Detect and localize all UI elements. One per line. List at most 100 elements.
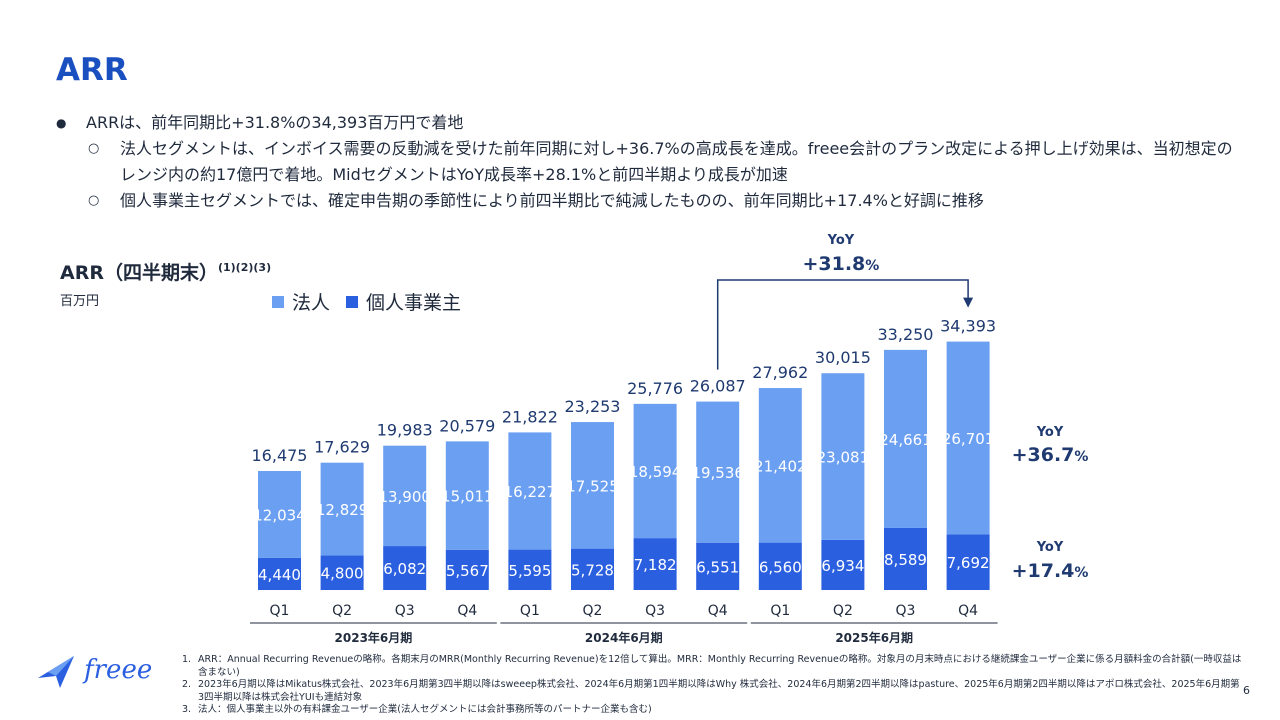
bar-corporate (383, 445, 427, 547)
footnote-number: 3. (182, 704, 192, 715)
bar-individual (633, 538, 677, 590)
individual-yoy-value: +17.4% (1012, 560, 1089, 582)
page-title: ARR (56, 52, 128, 88)
footnote-3: 3. 法人：個人事業主以外の有料課金ユーザー企業(法人セグメントには会計事務所等… (182, 704, 1242, 717)
bar-individual (571, 548, 614, 590)
data-label-corporate: 16,227 (504, 483, 557, 501)
data-label-corporate: 24,661 (879, 431, 932, 449)
chart-title-text: ARR（四半期末） (60, 262, 218, 284)
data-label-individual: 8,589 (884, 551, 927, 569)
x-tick-label: Q1 (520, 603, 540, 619)
data-label-individual: 5,728 (571, 561, 614, 579)
bullet-text: 法人セグメントは、インボイス需要の反動減を受けた前年同期に対し+36.7%の高成… (120, 139, 1233, 184)
group-label: 2024年6月期 (585, 630, 663, 645)
data-label-individual: 5,595 (508, 562, 551, 580)
corporate-yoy-label: YoY (1036, 425, 1064, 440)
bullet-individual: ○ 個人事業主セグメントでは、確定申告期の季節性により前四半期比で純減したものの… (56, 188, 1246, 214)
x-tick-label: Q3 (395, 603, 415, 619)
data-label-total: 19,983 (377, 421, 433, 440)
bullet-circle-icon: ○ (88, 141, 100, 156)
yoy-bracket-line (716, 279, 969, 370)
footnote-text: ARR：Annual Recurring Revenueの略称。各期末月のMRR… (198, 654, 1242, 678)
footnote-1: 1. ARR：Annual Recurring Revenueの略称。各期末月の… (182, 654, 1242, 679)
data-label-corporate: 23,081 (817, 449, 870, 467)
data-label-individual: 6,551 (696, 558, 739, 576)
x-tick-label: Q1 (770, 603, 790, 619)
footnote-number: 1. (182, 654, 192, 665)
total-yoy-value: +31.8% (802, 253, 879, 275)
data-label-corporate: 21,402 (754, 457, 807, 475)
legend-label-individual: 個人事業主 (366, 292, 462, 314)
bar-individual (884, 527, 927, 590)
data-label-total: 17,629 (314, 438, 370, 457)
chart-title: ARR（四半期末）(1)(2)(3) (60, 258, 271, 285)
data-label-corporate: 15,011 (441, 488, 494, 506)
x-tick-label: Q4 (958, 603, 978, 619)
bar-individual (320, 555, 364, 590)
x-tick-label: Q4 (457, 603, 477, 619)
data-label-individual: 6,082 (383, 560, 426, 578)
footnote-2: 2. 2023年6月期以降はMikatus株式会社、2023年6月期第3四半期以… (182, 679, 1242, 704)
legend-item-corporate: 法人 (272, 288, 330, 315)
bar-corporate (508, 432, 552, 550)
bar-corporate (696, 401, 740, 543)
group-label: 2025年6月期 (835, 630, 913, 645)
bar-individual (696, 542, 740, 590)
data-label-individual: 5,567 (446, 562, 489, 580)
total-yoy-label: YoY (827, 233, 855, 248)
data-label-individual: 7,692 (947, 554, 990, 572)
chart-title-footnote-ref: (1)(2)(3) (217, 261, 272, 274)
bar-corporate (946, 341, 990, 535)
data-label-total: 16,475 (252, 446, 308, 465)
bullet-dot-icon: ● (56, 116, 67, 130)
data-label-individual: 4,800 (321, 565, 364, 583)
bullet-main: ● ARRは、前年同期比+31.8%の34,393百万円で着地 (56, 110, 1246, 136)
data-label-corporate: 19,536 (691, 464, 744, 482)
legend-item-individual: 個人事業主 (346, 288, 461, 315)
bar-corporate (758, 388, 802, 543)
bar-corporate (571, 422, 614, 549)
freee-logo: freee (34, 648, 164, 702)
legend-label-corporate: 法人 (292, 292, 331, 314)
footnote-text: 2023年6月期以降はMikatus株式会社、2023年6月期第3四半期以降はs… (198, 679, 1240, 703)
data-label-individual: 6,560 (759, 558, 802, 576)
bar-corporate (258, 471, 301, 558)
bullet-corporate: ○ 法人セグメントは、インボイス需要の反動減を受けた前年同期に対し+36.7%の… (56, 136, 1246, 188)
group-label: 2023年6月期 (335, 630, 413, 645)
corporate-yoy-value: +36.7% (1012, 444, 1089, 466)
bar-individual (758, 542, 802, 590)
bullet-text: 個人事業主セグメントでは、確定申告期の季節性により前四半期比で純減したものの、前… (120, 191, 984, 210)
x-tick-label: Q3 (896, 603, 916, 619)
legend-swatch-corporate (272, 295, 284, 308)
yoy-bracket-arrowhead (963, 297, 974, 308)
data-label-individual: 7,182 (634, 556, 677, 574)
footnote-number: 2. (182, 679, 192, 690)
bar-corporate (884, 349, 927, 528)
bar-individual (383, 546, 427, 590)
footnotes: 1. ARR：Annual Recurring Revenueの略称。各期末月の… (182, 654, 1242, 717)
bar-individual (821, 539, 865, 590)
legend-swatch-individual (346, 295, 359, 308)
data-label-individual: 6,934 (821, 557, 864, 575)
data-label-corporate: 26,701 (942, 430, 995, 448)
bar-individual (258, 557, 301, 590)
data-label-total: 23,253 (565, 397, 621, 416)
x-tick-label: Q2 (583, 603, 603, 619)
bullet-text: ARRは、前年同期比+31.8%の34,393百万円で着地 (86, 113, 464, 132)
data-label-total: 33,250 (878, 325, 934, 344)
data-label-total: 25,776 (627, 379, 683, 398)
x-tick-label: Q2 (833, 603, 853, 619)
bar-individual (508, 549, 552, 590)
bar-corporate (320, 462, 364, 556)
data-label-corporate: 17,525 (566, 477, 619, 495)
bullet-circle-icon: ○ (88, 193, 100, 208)
data-label-total: 27,962 (752, 363, 808, 382)
x-tick-label: Q3 (645, 603, 665, 619)
data-label-corporate: 18,594 (629, 463, 682, 481)
bar-individual (946, 534, 990, 590)
data-label-individual: 4,440 (258, 566, 301, 584)
page-number: 6 (1243, 684, 1250, 697)
data-label-total: 21,822 (502, 407, 558, 426)
x-tick-label: Q4 (708, 603, 728, 619)
